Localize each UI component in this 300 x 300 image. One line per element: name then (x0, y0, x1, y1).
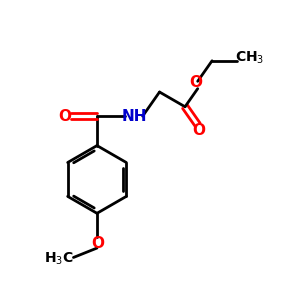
Text: O: O (58, 109, 71, 124)
Text: O: O (91, 236, 104, 251)
Text: H$_3$C: H$_3$C (44, 251, 74, 267)
Text: O: O (190, 75, 203, 90)
Text: O: O (193, 123, 206, 138)
Text: NH: NH (122, 109, 147, 124)
Text: CH$_3$: CH$_3$ (235, 50, 264, 66)
